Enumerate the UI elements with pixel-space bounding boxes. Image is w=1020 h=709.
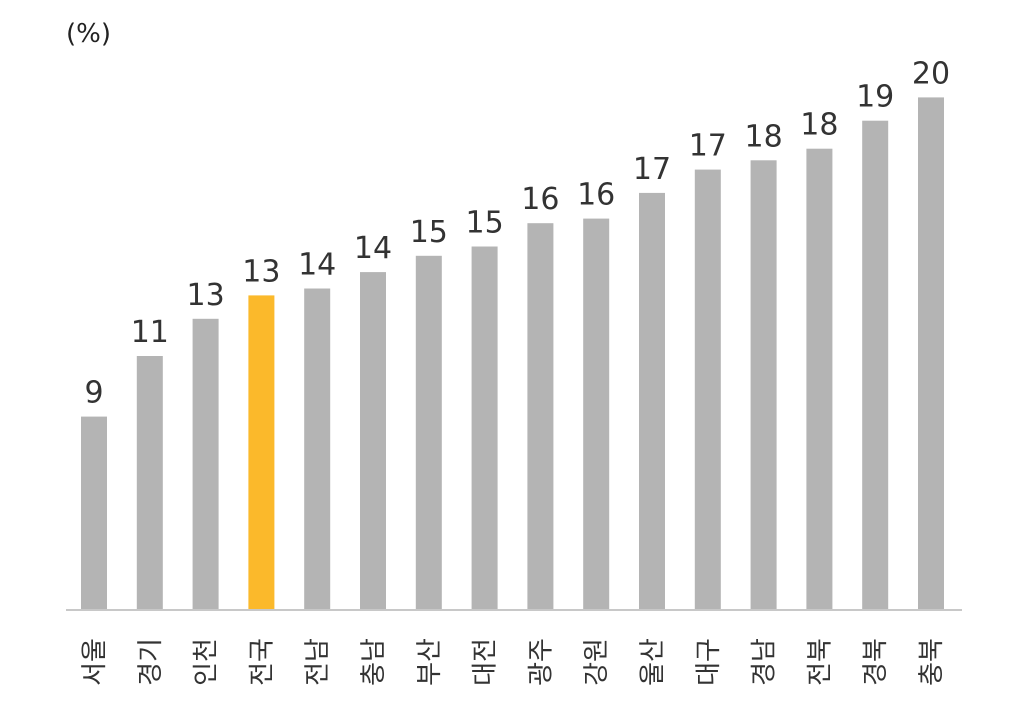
data-label-14: 18 [800, 108, 838, 143]
data-label-12: 17 [689, 129, 727, 164]
bars-group [81, 97, 944, 611]
bar-7 [415, 255, 442, 611]
category-label-1: 서울 [80, 638, 110, 686]
data-label-3: 13 [187, 278, 225, 313]
category-label-4: 전국 [247, 638, 277, 686]
category-label-14: 전북 [805, 638, 835, 686]
data-label-7: 15 [410, 215, 448, 250]
data-label-4: 13 [242, 254, 280, 289]
category-label-12: 대구 [694, 638, 724, 686]
bar-16 [918, 97, 944, 610]
bar-8 [471, 246, 498, 610]
bar-2 [136, 356, 163, 610]
category-label-10: 강원 [582, 638, 612, 686]
category-label-8: 대전 [471, 638, 501, 686]
data-label-11: 17 [633, 152, 671, 187]
data-label-10: 16 [577, 178, 615, 213]
bar-4 [248, 295, 275, 610]
bar-5 [304, 288, 331, 610]
data-label-6: 14 [354, 231, 392, 266]
category-label-5: 전남 [303, 638, 333, 686]
data-label-16: 20 [912, 56, 950, 91]
data-label-1: 9 [84, 376, 103, 411]
bar-3 [192, 318, 219, 611]
data-label-13: 18 [745, 119, 783, 154]
category-labels-group: 서울 경기 인천 전국 전남 충남 부산 대전 광주 강원 울산 대구 경남 전북 경북 충북 [80, 638, 947, 686]
bar-13 [750, 160, 777, 611]
category-label-6: 충남 [359, 638, 389, 686]
bar-11 [639, 192, 665, 610]
category-label-16: 충북 [917, 638, 947, 686]
data-label-2: 11 [131, 315, 169, 350]
data-label-8: 15 [466, 206, 504, 241]
category-label-9: 광주 [526, 638, 556, 686]
category-label-15: 경북 [861, 638, 891, 686]
data-label-9: 16 [521, 182, 559, 217]
data-labels-group: 9 11 13 13 14 14 15 15 16 16 17 17 18 18 19 20 [84, 56, 950, 410]
bar-1 [81, 416, 107, 610]
bar-15 [862, 120, 889, 610]
bar-6 [360, 272, 386, 610]
category-label-11: 울산 [638, 638, 668, 686]
category-label-2: 경기 [136, 638, 166, 686]
unit-label: (%) [66, 19, 111, 49]
bar-10 [583, 218, 610, 610]
category-label-13: 경남 [750, 638, 780, 686]
category-label-3: 인천 [192, 638, 222, 686]
data-label-5: 14 [298, 248, 336, 283]
bar-12 [694, 169, 721, 610]
bar-14 [806, 148, 833, 610]
category-label-7: 부산 [415, 638, 445, 686]
data-label-15: 19 [856, 80, 894, 115]
bar-9 [527, 223, 554, 610]
